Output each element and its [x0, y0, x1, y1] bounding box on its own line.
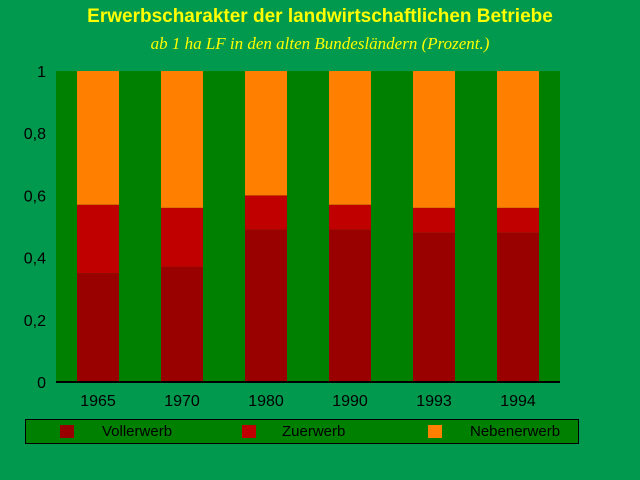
- bar-nebenerwerb-1970: [161, 71, 203, 208]
- bar-nebenerwerb-1980: [245, 71, 287, 196]
- chart-subtitle: ab 1 ha LF in den alten Bundesländern (P…: [150, 34, 490, 53]
- bar-group: [77, 71, 539, 382]
- x-axis: 1965 1970 1980 1990 1993 1994: [80, 393, 536, 410]
- stacked-bar-chart: 0 0,2 0,4 0,6 0,8 1 1965 1970 1980 1990 1993 1994: [24, 64, 560, 410]
- bar-zuerwerb-1990: [329, 204, 371, 230]
- legend-label-vollerwerb: Vollerwerb: [102, 423, 173, 440]
- x-tick-label: 1965: [80, 393, 116, 410]
- bar-vollerwerb-1994: [497, 232, 539, 382]
- bar-zuerwerb-1980: [245, 195, 287, 230]
- y-tick-label: 0,4: [24, 251, 46, 268]
- bar-vollerwerb-1980: [245, 229, 287, 382]
- legend-swatch-vollerwerb: [60, 425, 74, 438]
- bar-vollerwerb-1990: [329, 229, 371, 382]
- chart-legend: Vollerwerb Zuerwerb Nebenerwerb: [25, 419, 579, 444]
- bar-nebenerwerb-1994: [497, 71, 539, 208]
- y-tick-label: 0,2: [24, 313, 46, 330]
- bar-zuerwerb-1993: [413, 207, 455, 233]
- bar-zuerwerb-1965: [77, 204, 119, 274]
- legend-swatch-zuerwerb: [242, 425, 256, 438]
- bar-nebenerwerb-1993: [413, 71, 455, 208]
- bar-nebenerwerb-1965: [77, 71, 119, 205]
- chart-title: Erwerbscharakter der landwirtschaftliche…: [87, 6, 553, 27]
- legend-item-vollerwerb: Vollerwerb: [60, 420, 172, 443]
- y-tick-label: 0,6: [24, 188, 46, 205]
- bar-nebenerwerb-1990: [329, 71, 371, 205]
- legend-label-nebenerwerb: Nebenerwerb: [470, 423, 561, 440]
- x-tick-label: 1994: [500, 393, 536, 410]
- y-axis: 0 0,2 0,4 0,6 0,8 1: [24, 64, 46, 392]
- plot-area: [56, 71, 560, 382]
- x-tick-label: 1990: [332, 393, 368, 410]
- bar-vollerwerb-1965: [77, 273, 119, 382]
- bar-vollerwerb-1993: [413, 232, 455, 382]
- legend-item-nebenerwerb: Nebenerwerb: [428, 420, 560, 443]
- y-tick-label: 0: [37, 375, 46, 392]
- x-tick-label: 1980: [248, 393, 284, 410]
- legend-item-zuerwerb: Zuerwerb: [242, 420, 345, 443]
- y-tick-label: 0,8: [24, 126, 46, 143]
- legend-swatch-nebenerwerb: [428, 425, 442, 438]
- y-tick-label: 1: [37, 64, 46, 81]
- x-tick-label: 1970: [164, 393, 200, 410]
- bar-vollerwerb-1970: [161, 266, 203, 382]
- x-tick-label: 1993: [416, 393, 452, 410]
- bar-zuerwerb-1994: [497, 207, 539, 233]
- legend-label-zuerwerb: Zuerwerb: [282, 423, 346, 440]
- bar-zuerwerb-1970: [161, 207, 203, 267]
